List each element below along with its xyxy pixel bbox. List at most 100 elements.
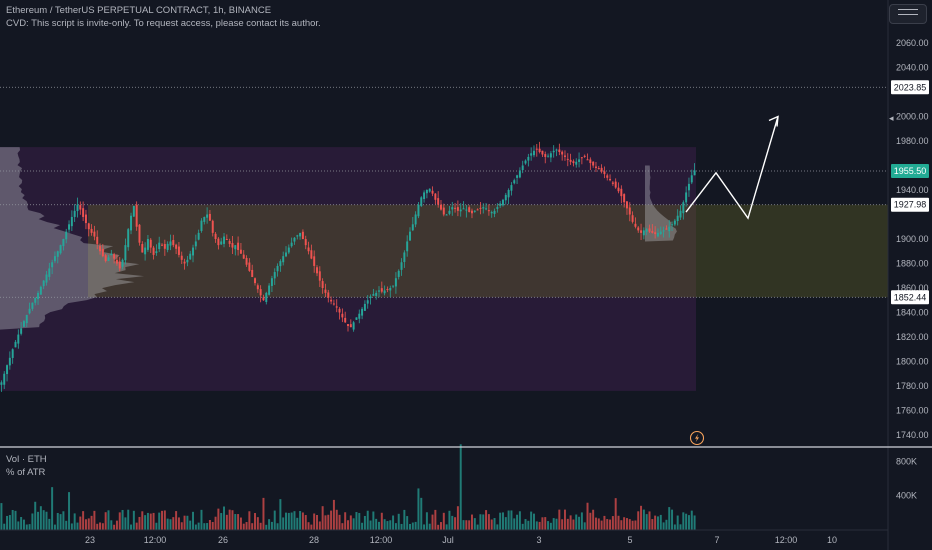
volume-bar — [37, 511, 40, 530]
candle — [651, 230, 654, 233]
time-tick-label: 5 — [627, 535, 632, 545]
volume-bar — [561, 519, 564, 530]
volume-bar — [141, 511, 144, 530]
candle — [20, 328, 23, 334]
time-tick-label: 3 — [536, 535, 541, 545]
candle — [293, 237, 296, 242]
volume-bar — [693, 515, 696, 530]
volume-bar — [172, 517, 175, 530]
volume-bar — [285, 512, 287, 530]
volume-bar — [42, 510, 45, 530]
candle — [406, 241, 409, 252]
candle — [285, 252, 287, 257]
volume-bar — [53, 524, 56, 530]
volume-bar — [569, 515, 572, 530]
candle — [276, 265, 279, 272]
volume-bar — [273, 510, 276, 530]
candle — [501, 199, 504, 206]
volume-bar — [282, 517, 285, 530]
candle — [327, 292, 330, 298]
volume-bar — [592, 509, 595, 530]
candle — [642, 230, 645, 236]
volume-bar — [254, 513, 256, 530]
volume-bar — [679, 524, 682, 530]
volume-bar — [482, 514, 485, 530]
volume-bar — [366, 510, 369, 530]
price-tick-label: 1820.00 — [896, 332, 929, 342]
volume-bar — [84, 519, 87, 530]
volume-bar — [637, 511, 640, 530]
candle — [389, 288, 392, 291]
volume-bar — [397, 513, 400, 530]
volume-bar — [420, 497, 423, 530]
candle — [617, 187, 620, 192]
candle — [487, 210, 490, 212]
target-price-tag-label: 2023.85 — [894, 82, 927, 92]
candle — [310, 250, 313, 259]
candle — [411, 224, 414, 231]
volume-bar — [673, 524, 676, 530]
volume-bar — [3, 523, 6, 530]
candle — [561, 151, 564, 155]
volume-tick-label: 800K — [896, 456, 917, 466]
chart-title: Ethereum / TetherUS PERPETUAL CONTRACT, … — [6, 5, 272, 16]
volume-bar — [276, 523, 279, 530]
volume-bar — [304, 515, 307, 530]
time-axis[interactable]: 23 12:00 26 28 12:00 Jul 3 5 7 12:00 10 — [85, 535, 837, 545]
volume-bar — [614, 498, 617, 530]
volume-bar — [378, 521, 380, 530]
volume-bar — [448, 510, 451, 530]
volume-bar — [389, 520, 392, 530]
volume-bar — [394, 523, 397, 530]
candle — [606, 175, 609, 178]
volume-bar — [169, 519, 172, 530]
volume-bar — [440, 522, 442, 530]
candle — [200, 220, 203, 231]
candle — [423, 192, 426, 199]
time-tick-label: 12:00 — [144, 535, 167, 545]
candle — [394, 278, 397, 287]
volume-bar — [578, 516, 581, 530]
volume-bar — [194, 524, 197, 530]
candle — [335, 306, 338, 308]
volume-bar — [375, 518, 378, 530]
volume-bar — [617, 515, 620, 530]
candle — [524, 160, 527, 164]
candle — [372, 294, 375, 296]
candle — [566, 158, 569, 160]
volume-bar — [93, 510, 96, 530]
candle — [459, 209, 462, 212]
volume-bars-layer — [0, 444, 696, 530]
volume-bar — [301, 512, 304, 530]
volume-bar — [558, 509, 561, 530]
volume-bar — [383, 519, 386, 530]
price-tick-label: 1780.00 — [896, 381, 929, 391]
volume-bar — [25, 524, 28, 530]
candle — [611, 182, 614, 184]
candle — [673, 220, 676, 225]
candle — [541, 150, 544, 155]
candle — [110, 253, 113, 256]
candle — [434, 193, 437, 200]
price-axis[interactable]: 2060.00 2040.00 2000.00 1980.00 1940.00 1900.… — [896, 38, 929, 440]
volume-bar — [499, 512, 502, 530]
volume-bar — [335, 509, 338, 530]
candle — [48, 268, 51, 277]
volume-bar — [70, 523, 73, 530]
candle — [662, 230, 665, 232]
volume-bar — [606, 519, 609, 530]
candle — [65, 231, 68, 240]
chart-menu-button[interactable] — [889, 4, 927, 24]
volume-bar — [324, 515, 327, 530]
volume-bar — [411, 522, 414, 530]
volume-bar — [237, 514, 240, 530]
lightning-icon[interactable] — [689, 430, 705, 446]
candle — [442, 207, 445, 215]
volume-bar — [690, 510, 693, 530]
candle — [149, 239, 152, 248]
volume-bar — [31, 513, 34, 530]
volume-bar — [538, 521, 541, 530]
volume-bar — [56, 512, 59, 530]
volume-bar — [530, 511, 533, 530]
